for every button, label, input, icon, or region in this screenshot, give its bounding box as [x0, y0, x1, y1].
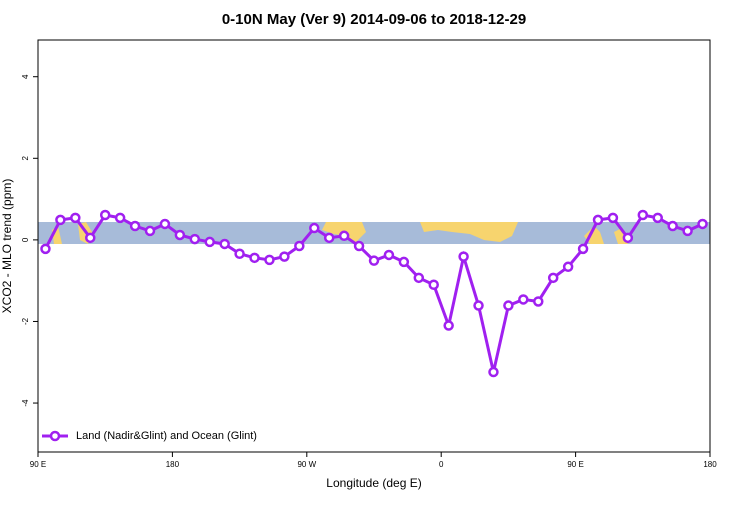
- point: [40, 243, 51, 255]
- point: [652, 212, 663, 224]
- point: [99, 209, 111, 221]
- x-tick-label: 90 E: [567, 460, 583, 469]
- point: [383, 249, 395, 261]
- x-axis-label: Longitude (deg E): [326, 476, 421, 490]
- point: [607, 212, 619, 224]
- x-tick-label: 180: [703, 460, 717, 469]
- y-axis-label: XCO2 - MLO trend (ppm): [0, 179, 14, 314]
- point: [174, 229, 186, 241]
- point: [189, 233, 201, 245]
- point: [294, 240, 305, 252]
- point: [682, 225, 693, 237]
- point: [70, 212, 81, 224]
- point: [533, 296, 544, 307]
- x-tick-label: 90 E: [30, 460, 46, 469]
- y-tick-label: 0: [21, 237, 30, 242]
- y-tick-label: 4: [21, 74, 30, 79]
- point: [443, 320, 454, 331]
- point: [592, 214, 604, 226]
- point: [323, 232, 335, 244]
- point: [114, 212, 126, 224]
- point: [428, 279, 439, 291]
- legend-label: Land (Nadir&Glint) and Ocean (Glint): [76, 430, 257, 442]
- point: [473, 300, 484, 311]
- point: [204, 236, 215, 248]
- y-tick-label: -4: [21, 399, 30, 407]
- point: [562, 261, 574, 273]
- x-tick-label: 180: [166, 460, 180, 469]
- point: [622, 232, 634, 244]
- x-tick-label: 0: [439, 460, 444, 469]
- land-patch: [584, 226, 628, 244]
- point: [309, 222, 320, 234]
- legend-marker: [49, 430, 61, 442]
- point: [159, 218, 171, 230]
- point: [249, 252, 260, 264]
- point: [55, 214, 66, 226]
- x-tick-label: 90 W: [297, 460, 316, 469]
- point: [697, 218, 708, 230]
- point: [279, 251, 290, 262]
- point: [129, 220, 141, 232]
- point: [458, 251, 469, 262]
- point: [368, 255, 380, 266]
- point: [219, 238, 230, 250]
- y-tick-label: 2: [21, 156, 30, 161]
- point: [398, 256, 410, 268]
- point: [353, 240, 365, 252]
- point: [547, 272, 559, 284]
- point: [144, 225, 156, 237]
- point: [234, 248, 245, 260]
- point: [488, 366, 499, 378]
- point: [503, 300, 514, 311]
- point: [637, 209, 649, 221]
- point: [413, 272, 425, 284]
- point: [577, 243, 589, 255]
- plot-frame: [37, 39, 711, 453]
- y-tick-label: -2: [21, 317, 30, 325]
- land-patch: [420, 222, 518, 242]
- point: [518, 294, 529, 305]
- point: [264, 254, 275, 266]
- chart-title: 0-10N May (Ver 9) 2014-09-06 to 2018-12-…: [222, 11, 526, 28]
- point: [667, 220, 678, 232]
- point: [338, 230, 350, 242]
- point: [85, 232, 96, 244]
